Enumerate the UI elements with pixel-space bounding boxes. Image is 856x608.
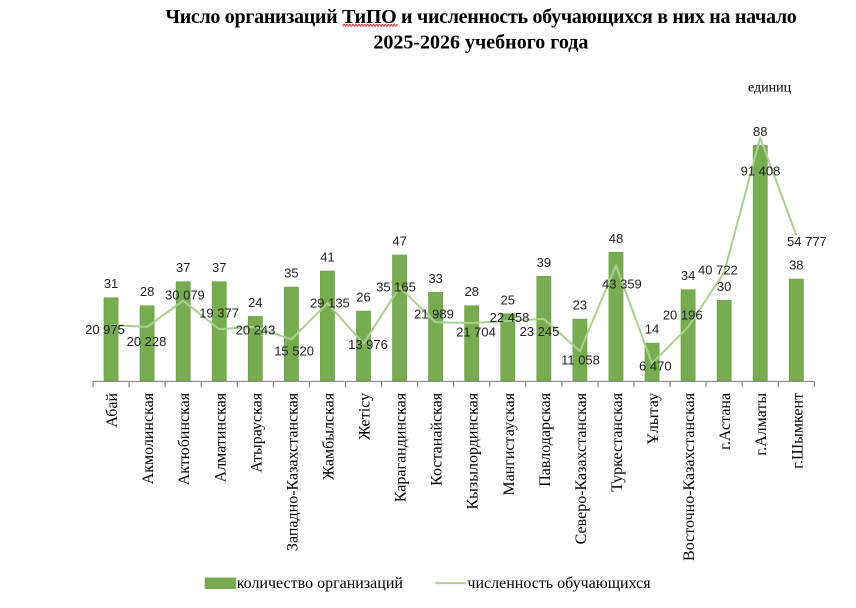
svg-text:26: 26	[356, 290, 370, 305]
svg-text:Ұлытау: Ұлытау	[645, 393, 662, 445]
svg-text:Атырауская: Атырауская	[248, 392, 265, 473]
svg-text:20 243: 20 243	[236, 323, 276, 338]
svg-text:35 165: 35 165	[376, 279, 416, 294]
svg-text:24: 24	[248, 295, 262, 310]
svg-text:20 228: 20 228	[127, 334, 167, 349]
svg-text:Актюбинская: Актюбинская	[176, 392, 193, 485]
svg-text:23 245: 23 245	[520, 324, 560, 339]
svg-text:19 377: 19 377	[199, 305, 239, 320]
svg-text:11 058: 11 058	[561, 352, 600, 367]
svg-text:40 722: 40 722	[698, 263, 738, 278]
svg-text:54 777: 54 777	[787, 234, 827, 249]
svg-text:Карагандинская: Карагандинская	[393, 392, 410, 502]
svg-text:30: 30	[717, 279, 731, 294]
svg-text:Туркестанская: Туркестанская	[609, 392, 626, 492]
svg-text:Жамбылская: Жамбылская	[320, 392, 337, 480]
svg-text:Алматинская: Алматинская	[212, 392, 229, 482]
svg-text:28: 28	[464, 284, 478, 299]
svg-text:29 135: 29 135	[310, 296, 350, 311]
svg-text:15 520: 15 520	[274, 343, 314, 358]
svg-text:23: 23	[573, 298, 587, 313]
svg-text:Абай: Абай	[104, 392, 121, 427]
svg-text:41: 41	[320, 250, 334, 265]
svg-text:Павлодарская: Павлодарская	[537, 392, 554, 487]
svg-text:28: 28	[140, 284, 154, 299]
svg-text:единиц: единиц	[748, 81, 792, 96]
svg-text:численность обучающихся: численность обучающихся	[467, 575, 651, 592]
svg-text:33: 33	[428, 271, 442, 286]
svg-text:Мангистауская: Мангистауская	[501, 392, 518, 495]
svg-text:38: 38	[789, 258, 803, 273]
svg-text:Восточно-Казахстанская: Восточно-Казахстанская	[681, 392, 698, 561]
svg-text:34: 34	[681, 268, 695, 283]
svg-text:20 196: 20 196	[663, 308, 703, 323]
svg-text:г.Астана: г.Астана	[717, 393, 734, 450]
svg-text:88: 88	[753, 124, 767, 139]
svg-text:6 470: 6 470	[639, 359, 672, 374]
svg-text:2025-2026 учебного года: 2025-2026 учебного года	[373, 31, 588, 53]
svg-text:Число организаций ТиПО и числе: Число организаций ТиПО и численность обу…	[165, 6, 796, 28]
svg-text:Жетісу: Жетісу	[357, 393, 374, 440]
svg-text:47: 47	[392, 233, 406, 248]
svg-text:Акмолинская: Акмолинская	[140, 392, 157, 484]
svg-text:количество организаций: количество организаций	[237, 575, 404, 592]
svg-text:13 976: 13 976	[348, 337, 388, 352]
svg-text:20 975: 20 975	[85, 322, 125, 337]
svg-text:25: 25	[501, 292, 515, 307]
svg-text:21 704: 21 704	[456, 325, 496, 340]
svg-text:14: 14	[645, 322, 659, 337]
svg-text:Костанайская: Костанайская	[429, 392, 446, 486]
svg-text:37: 37	[176, 260, 190, 275]
svg-text:г.Алматы: г.Алматы	[753, 393, 770, 456]
svg-text:91 408: 91 408	[741, 164, 781, 179]
svg-text:Северо-Казахстанская: Северо-Казахстанская	[573, 392, 590, 544]
svg-text:22 458: 22 458	[490, 310, 530, 325]
svg-text:37: 37	[212, 260, 226, 275]
svg-text:39: 39	[537, 255, 551, 270]
svg-text:Кызылординская: Кызылординская	[465, 392, 482, 509]
svg-text:43 359: 43 359	[602, 276, 642, 291]
svg-text:30 079: 30 079	[165, 287, 205, 302]
svg-text:г.Шымкент: г.Шымкент	[789, 393, 806, 469]
svg-text:Западно-Казахстанская: Западно-Казахстанская	[284, 392, 301, 551]
svg-text:31: 31	[104, 276, 118, 291]
svg-text:21 989: 21 989	[414, 307, 454, 322]
svg-text:48: 48	[609, 231, 623, 246]
svg-text:35: 35	[284, 266, 298, 281]
